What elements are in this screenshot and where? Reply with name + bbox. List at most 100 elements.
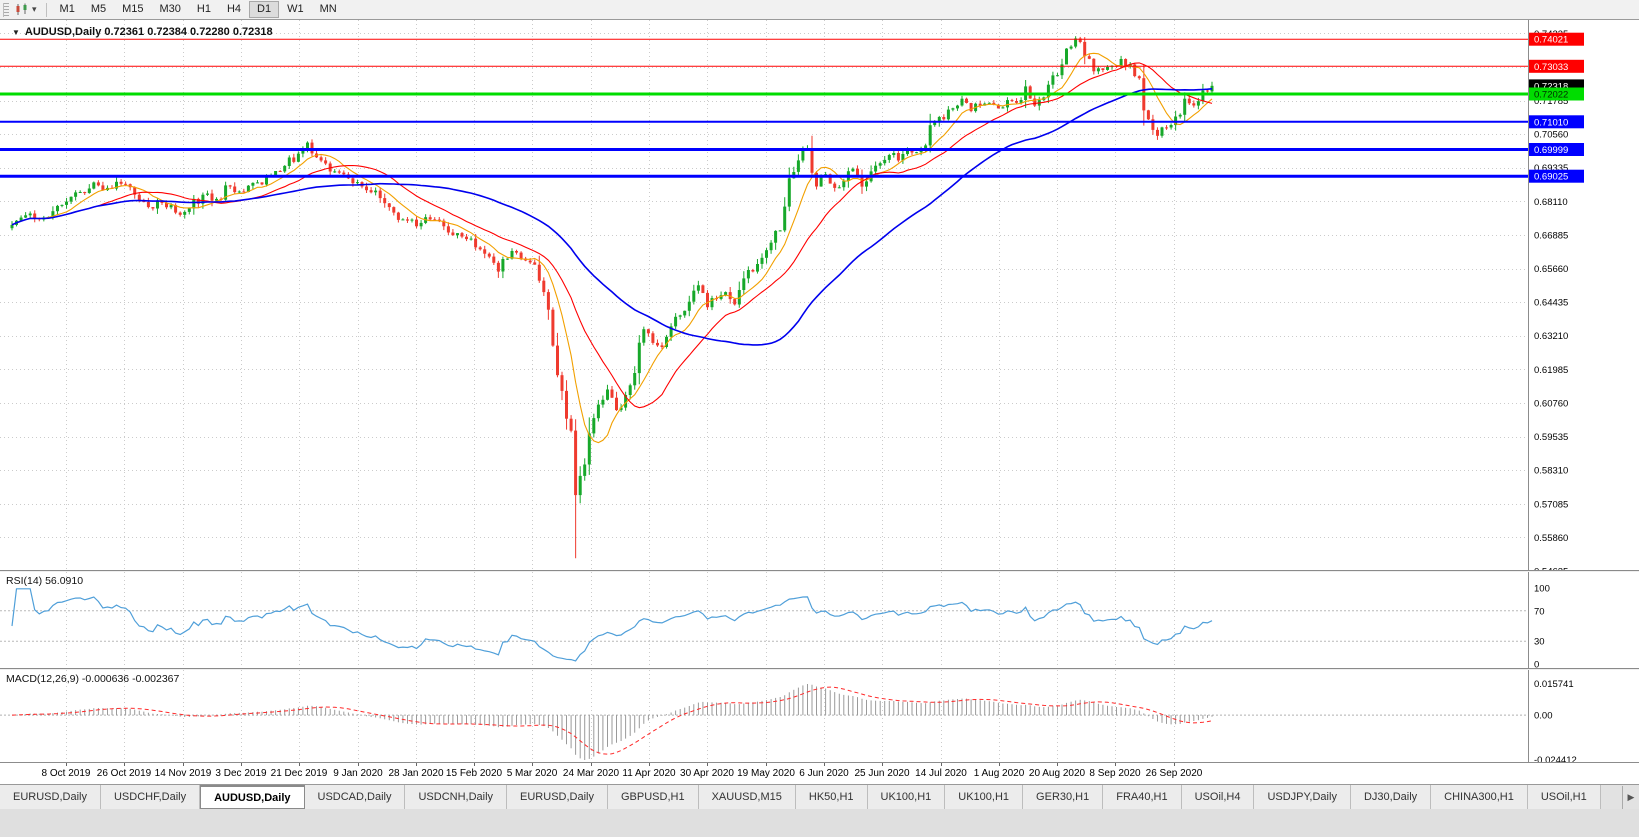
tab-scroll-right-button[interactable]: ▶ — [1622, 786, 1639, 809]
chart-tab-gbpusd-h1[interactable]: GBPUSD,H1 — [608, 785, 699, 809]
main-grid — [0, 20, 1528, 570]
chart-tab-usoil-h4[interactable]: USOil,H4 — [1181, 785, 1255, 809]
svg-text:0.71010: 0.71010 — [1534, 117, 1568, 128]
timeframe-button-m5[interactable]: M5 — [83, 1, 114, 18]
date-tick — [707, 763, 708, 766]
ma-slow-line — [11, 88, 1213, 346]
chart-tab-usoil-h1[interactable]: USOil,H1 — [1527, 785, 1601, 809]
timeframe-button-h4[interactable]: H4 — [219, 1, 249, 18]
main-price-pane[interactable]: 0.742350.730100.717850.705600.693350.681… — [0, 20, 1639, 570]
date-label: 20 Aug 2020 — [1028, 768, 1086, 779]
svg-text:0: 0 — [1534, 660, 1539, 669]
timeframe-button-d1[interactable]: D1 — [249, 1, 280, 18]
chart-tab-xauusd-m15[interactable]: XAUUSD,M15 — [698, 785, 796, 809]
svg-text:0.72022: 0.72022 — [1534, 90, 1568, 101]
chart-tab-china300-h1[interactable]: CHINA300,H1 — [1431, 785, 1528, 809]
date-label: 15 Feb 2020 — [445, 768, 503, 779]
chart-tab-dj30-daily[interactable]: DJ30,Daily — [1350, 785, 1432, 809]
date-tick — [241, 763, 242, 766]
svg-text:0.59535: 0.59535 — [1534, 432, 1568, 443]
chart-tab-eurusd-daily[interactable]: EURUSD,Daily — [0, 785, 101, 809]
chart-tabs-bar: EURUSD,Daily USDCHF,Daily AUDUSD,Daily USDC… — [0, 784, 1639, 809]
date-tick — [824, 763, 825, 766]
chart-tab-usdcad-daily[interactable]: USDCAD,Daily — [304, 785, 406, 809]
svg-text:0.00: 0.00 — [1534, 711, 1553, 722]
svg-text:0.69025: 0.69025 — [1534, 172, 1568, 183]
chart-tab-uk100-h1[interactable]: UK100,H1 — [945, 785, 1024, 809]
date-tick — [299, 763, 300, 766]
candlestick-chart-icon[interactable] — [13, 3, 31, 16]
price-box-support-2: 0.71010 — [1529, 115, 1584, 129]
date-tick — [766, 763, 767, 766]
svg-text:0.015741: 0.015741 — [1534, 679, 1574, 690]
macd-axis-labels: 0.015741 0.00 -0.024412 — [1534, 679, 1577, 762]
timeframe-button-mn[interactable]: MN — [312, 1, 345, 18]
pane-separator-rsi[interactable] — [0, 570, 1639, 572]
timeframe-button-m1[interactable]: M1 — [52, 1, 83, 18]
svg-text:0.63210: 0.63210 — [1534, 331, 1568, 342]
svg-text:0.73033: 0.73033 — [1534, 62, 1568, 73]
bottom-filler — [0, 809, 1639, 837]
date-label: 28 Jan 2020 — [388, 768, 444, 779]
chart-tab-usdcnh-daily[interactable]: USDCNH,Daily — [405, 785, 508, 809]
date-tick — [416, 763, 417, 766]
date-tick — [882, 763, 883, 766]
svg-text:0.55860: 0.55860 — [1534, 533, 1568, 544]
chart-tab-uk100-h1[interactable]: UK100,H1 — [867, 785, 946, 809]
price-axis-background[interactable] — [1528, 20, 1639, 570]
date-label: 19 May 2020 — [737, 768, 795, 779]
one-click-marker-icon[interactable]: ▼ — [12, 27, 20, 37]
svg-text:0.71785: 0.71785 — [1534, 96, 1568, 107]
date-tick — [1115, 763, 1116, 766]
chart-tab-fra40-h1[interactable]: FRA40,H1 — [1103, 785, 1182, 809]
date-axis[interactable]: 8 Oct 2019 26 Oct 2019 14 Nov 2019 3 Dec 20… — [0, 762, 1639, 784]
chart-tab-eurusd-daily[interactable]: EURUSD,Daily — [507, 785, 608, 809]
svg-text:0.64435: 0.64435 — [1534, 298, 1568, 309]
date-label: 21 Dec 2019 — [270, 768, 328, 779]
date-label: 5 Mar 2020 — [506, 768, 558, 779]
date-tick — [66, 763, 67, 766]
rsi-axis-labels: 100 70 30 0 — [1534, 584, 1550, 669]
price-box-support-4: 0.69025 — [1529, 169, 1584, 183]
chart-tab-usdjpy-daily[interactable]: USDJPY,Daily — [1254, 785, 1351, 809]
svg-text:0.66885: 0.66885 — [1534, 230, 1568, 241]
toolbar-grip-handle[interactable] — [3, 2, 9, 17]
date-label: 1 Aug 2020 — [973, 768, 1025, 779]
date-label: 8 Sep 2020 — [1089, 768, 1141, 779]
svg-text:70: 70 — [1534, 606, 1545, 617]
date-tick — [591, 763, 592, 766]
timeframe-button-m15[interactable]: M15 — [114, 1, 151, 18]
price-axis-background[interactable] — [1528, 572, 1639, 668]
date-label: 3 Dec 2019 — [215, 768, 267, 779]
svg-text:100: 100 — [1534, 584, 1550, 595]
svg-text:0.61985: 0.61985 — [1534, 365, 1568, 376]
candlestick-glyph — [16, 3, 27, 15]
date-label: 24 Mar 2020 — [562, 768, 620, 779]
timeframe-button-w1[interactable]: W1 — [279, 1, 312, 18]
chart-tab-hk50-h1[interactable]: HK50,H1 — [795, 785, 868, 809]
rsi-indicator-pane[interactable]: 100 70 30 0 — [0, 572, 1639, 668]
date-label: 9 Jan 2020 — [333, 768, 383, 779]
chart-tab-ger30-h1[interactable]: GER30,H1 — [1023, 785, 1104, 809]
date-tick — [474, 763, 475, 766]
svg-text:0.74021: 0.74021 — [1534, 35, 1568, 46]
chart-type-dropdown-icon[interactable]: ▾ — [32, 4, 37, 14]
svg-text:0.58310: 0.58310 — [1534, 466, 1568, 477]
chart-tab-audusd-daily[interactable]: AUDUSD,Daily — [200, 785, 305, 809]
macd-indicator-pane[interactable]: 0.015741 0.00 -0.024412 — [0, 670, 1639, 762]
chart-tab-usdchf-daily[interactable]: USDCHF,Daily — [100, 785, 201, 809]
date-tick — [941, 763, 942, 766]
date-label: 14 Nov 2019 — [154, 768, 212, 779]
timeframe-button-h1[interactable]: H1 — [189, 1, 219, 18]
timeframe-button-m30[interactable]: M30 — [152, 1, 189, 18]
pane-separator-macd[interactable] — [0, 668, 1639, 670]
candlestick-series — [10, 36, 1214, 559]
date-tick — [358, 763, 359, 766]
svg-text:0.72318: 0.72318 — [1534, 81, 1568, 92]
price-box-resistance-2: 0.73033 — [1529, 59, 1584, 73]
date-label: 14 Jul 2020 — [915, 768, 967, 779]
price-axis-background[interactable] — [1528, 670, 1639, 762]
svg-text:-0.024412: -0.024412 — [1534, 755, 1577, 762]
macd-grid — [66, 670, 1175, 762]
date-tick — [649, 763, 650, 766]
